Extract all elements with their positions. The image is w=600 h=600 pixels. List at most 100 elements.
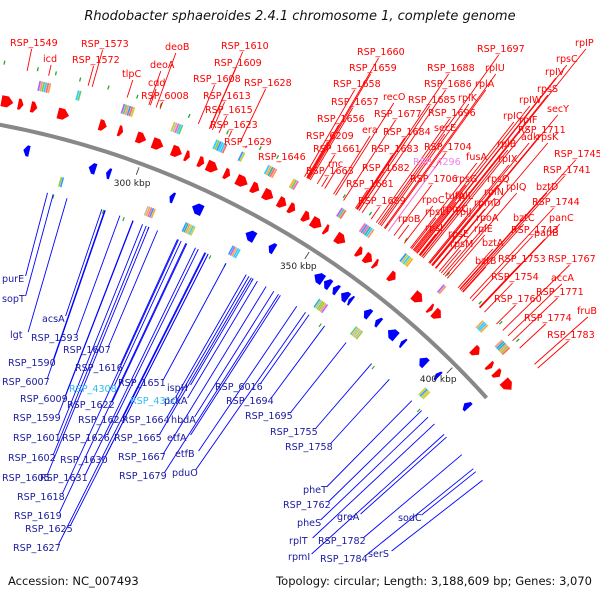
- forward-gene-label: rplB: [497, 139, 516, 150]
- forward-gene-feature: [29, 101, 38, 113]
- inner-annotation-box: [314, 299, 323, 309]
- reverse-gene-label: RSP_1601: [13, 433, 61, 444]
- forward-leader-line: [484, 282, 513, 313]
- rna-feature-mark: [515, 338, 520, 343]
- forward-gene-feature: [0, 95, 14, 108]
- reverse-leader-line: [190, 295, 281, 436]
- reverse-gene-label: rpmI: [288, 552, 310, 563]
- forward-leader-line: [356, 137, 405, 210]
- forward-leader-line: [245, 145, 248, 149]
- forward-gene-label: RSP_1704: [424, 142, 472, 153]
- rna-feature-mark: [276, 155, 280, 160]
- inner-annotation-box: [321, 304, 329, 314]
- reverse-gene-label: RSP_1679: [119, 471, 167, 482]
- forward-gene-feature: [249, 181, 260, 194]
- forward-leader-line: [446, 234, 486, 279]
- outer-annotation-box: [219, 142, 226, 153]
- reverse-gene-feature: [341, 291, 352, 303]
- forward-leader-line: [415, 201, 457, 253]
- forward-gene-label: rpIC: [503, 111, 523, 122]
- forward-gene-label: RSP_1615: [205, 105, 253, 116]
- outer-annotation-box: [174, 123, 180, 134]
- forward-gene-label: rnc: [328, 159, 343, 170]
- forward-gene-feature: [261, 187, 274, 201]
- forward-gene-label: rplL: [455, 191, 474, 202]
- reverse-leader-line: [27, 198, 68, 333]
- forward-leader-line: [444, 192, 518, 277]
- reverse-gene-feature: [363, 309, 374, 320]
- forward-leader-line: [148, 70, 162, 106]
- forward-leader-line: [412, 121, 515, 251]
- outer-annotation-box: [43, 82, 48, 93]
- forward-leader-line: [512, 297, 558, 342]
- reverse-leader-line: [329, 379, 390, 445]
- reverse-gene-label: etfB: [175, 449, 195, 460]
- reverse-leader-line: [61, 239, 179, 495]
- forward-gene-feature: [353, 246, 363, 257]
- forward-gene-feature: [275, 196, 287, 208]
- forward-gene-label: accA: [551, 273, 574, 284]
- reverse-gene-label: RSP_1625: [25, 524, 73, 535]
- reverse-leader-line: [312, 423, 435, 539]
- forward-gene-label: RSP_1656: [317, 114, 365, 125]
- reverse-gene-label: RSP_1762: [283, 500, 331, 511]
- inner-annotation-box: [188, 225, 195, 236]
- forward-gene-label: RSP_1741: [543, 165, 591, 176]
- outer-annotation-box: [367, 228, 375, 239]
- rna-feature-mark: [208, 255, 212, 260]
- forward-leader-line: [414, 105, 531, 252]
- outer-annotation-box: [362, 225, 370, 235]
- forward-gene-label: RSP_1663: [306, 166, 354, 177]
- reverse-gene-feature: [374, 317, 384, 328]
- reverse-gene-label: ispH: [167, 383, 188, 394]
- forward-leader-line: [375, 118, 450, 223]
- forward-leader-line: [432, 114, 559, 267]
- forward-leader-line: [306, 141, 328, 179]
- forward-gene-label: rpsG: [455, 174, 477, 185]
- forward-leader-line: [419, 48, 587, 257]
- forward-leader-line: [459, 192, 548, 290]
- forward-gene-label: rpsQ: [487, 174, 510, 185]
- forward-gene-label: RSP_1685: [408, 95, 456, 106]
- forward-gene-feature: [499, 377, 512, 390]
- forward-leader-line: [469, 207, 554, 299]
- inner-annotation-box: [184, 223, 191, 234]
- forward-leader-line: [126, 79, 134, 98]
- reverse-gene-label: RSP_4308: [69, 384, 117, 395]
- forward-gene-feature: [116, 125, 124, 137]
- inner-annotation-box: [229, 246, 236, 256]
- reverse-gene-label: RSP_1631: [40, 473, 88, 484]
- forward-leader-line: [431, 135, 540, 266]
- inner-annotation-box: [145, 206, 151, 217]
- forward-gene-label: RSP_6209: [306, 131, 354, 142]
- outer-annotation-box: [216, 141, 222, 151]
- forward-gene-feature: [370, 258, 379, 269]
- reverse-leader-line: [326, 400, 413, 488]
- outer-annotation-box: [214, 140, 220, 151]
- reverse-leader-line: [360, 436, 447, 515]
- outer-annotation-box: [402, 255, 411, 265]
- reverse-gene-feature: [433, 371, 443, 381]
- reverse-leader-line: [320, 416, 429, 521]
- rna-feature-mark: [79, 77, 82, 82]
- reverse-leader-line: [52, 210, 106, 361]
- forward-leader-line: [26, 48, 33, 72]
- forward-gene-label: RSP_1697: [477, 44, 525, 55]
- reverse-leader-line: [195, 312, 306, 471]
- forward-gene-feature: [361, 251, 373, 264]
- forward-gene-label: RSP_1686: [424, 79, 472, 90]
- reverse-leader-line: [25, 192, 48, 277]
- reverse-leader-line: [122, 252, 207, 418]
- reverse-gene-feature: [388, 329, 400, 342]
- forward-gene-label: tlpC: [122, 69, 142, 80]
- reverse-gene-label: RSP_1664: [122, 415, 170, 426]
- forward-gene-label: RSP_1744: [532, 197, 580, 208]
- forward-leader-line: [413, 184, 467, 252]
- forward-gene-label: rpoA: [476, 213, 499, 224]
- reverse-gene-label: RSP_1607: [63, 345, 111, 356]
- outer-annotation-box: [475, 320, 484, 329]
- reverse-gene-feature: [347, 295, 356, 306]
- forward-gene-label: RSP_6008: [141, 91, 189, 102]
- reverse-gene-label: RSP_1784: [320, 554, 368, 565]
- reverse-leader-line: [421, 471, 477, 516]
